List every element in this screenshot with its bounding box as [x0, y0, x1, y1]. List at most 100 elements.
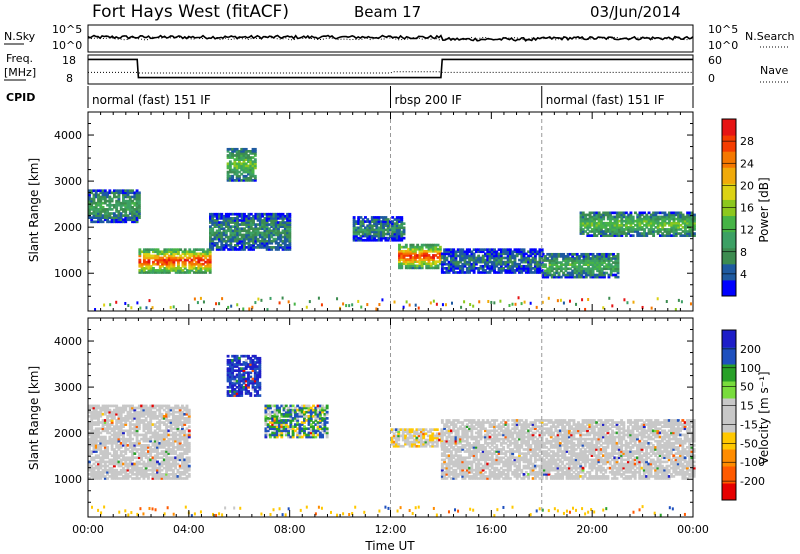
velocity-cell [268, 421, 272, 424]
velocity-cell [135, 439, 139, 443]
power-cell [568, 259, 572, 262]
power-cell [251, 156, 255, 159]
power-cell [550, 263, 554, 266]
velocity-cell [162, 435, 166, 439]
power-cell [244, 166, 248, 170]
power-cell [97, 189, 100, 193]
velocity-cell [169, 477, 173, 480]
velocity-cell [92, 437, 96, 441]
power-cell [154, 250, 158, 254]
power-cell [465, 262, 469, 266]
power-cell [596, 257, 600, 260]
power-cell [145, 260, 149, 264]
velocity-cell [90, 435, 94, 439]
power-cell [373, 222, 376, 225]
power-cell [575, 269, 579, 273]
power-cell [142, 250, 146, 254]
power-cell [382, 216, 386, 219]
velocity-cell [156, 417, 159, 420]
power-cell [670, 211, 674, 215]
power-cell [247, 164, 250, 168]
velocity-cell [253, 367, 257, 370]
power-cell [609, 221, 612, 225]
power-cell [504, 260, 508, 264]
power-cell [481, 271, 485, 274]
velocity-cell [300, 412, 304, 416]
power-cell [654, 219, 658, 223]
power-cell [620, 226, 624, 229]
power-cell [209, 237, 212, 241]
power-cell [124, 201, 128, 205]
power-cell [484, 271, 487, 274]
power-cell [261, 227, 265, 231]
power-cell [544, 273, 547, 277]
power-cell [499, 248, 503, 252]
power-cell [470, 264, 474, 268]
power-cell [661, 211, 665, 215]
power-colorbar-tick-label: 12 [740, 224, 754, 237]
power-cell [228, 174, 232, 178]
velocity-cell [298, 423, 302, 426]
velocity-cell [133, 423, 137, 426]
power-cell [402, 258, 406, 261]
power-cell [375, 238, 379, 242]
power-cell [529, 262, 533, 266]
velocity-cell [181, 406, 184, 410]
power-cell [377, 216, 381, 219]
power-cell [587, 267, 590, 271]
power-cell [600, 263, 604, 266]
velocity-cell [122, 456, 125, 460]
velocity-cell [97, 404, 100, 408]
power-cell [440, 256, 444, 260]
power-cell [683, 223, 687, 227]
power-cell [486, 254, 490, 258]
velocity-cell [149, 412, 153, 416]
power-cell [597, 230, 601, 233]
power-cell [368, 236, 372, 240]
power-cell [181, 260, 185, 264]
power-cell [240, 246, 244, 249]
power-cell [108, 201, 112, 205]
power-cell [103, 201, 107, 205]
velocity-cell [131, 450, 134, 453]
power-cell [252, 221, 255, 224]
velocity-cell [271, 425, 275, 429]
power-cell [586, 223, 590, 227]
velocity-cell [124, 439, 128, 443]
velocity-cell [110, 433, 114, 437]
velocity-cell [110, 473, 114, 476]
power-cell [683, 217, 687, 221]
power-cell [540, 250, 544, 254]
velocity-cell [149, 425, 153, 429]
velocity-cell [115, 406, 119, 410]
power-cell [515, 250, 519, 254]
power-cell [668, 213, 671, 217]
power-cell [423, 258, 426, 261]
velocity-cell [176, 437, 180, 441]
power-cell [420, 260, 424, 264]
power-cell [598, 259, 602, 262]
power-cell [398, 249, 401, 253]
power-cell [245, 233, 249, 237]
velocity-cell [90, 417, 94, 420]
power-cell [654, 221, 658, 225]
power-cell [231, 168, 235, 172]
power-cell [209, 241, 212, 245]
velocity-cell [140, 406, 144, 410]
power-cell [229, 217, 233, 220]
power-cell [693, 213, 696, 217]
power-cell [581, 230, 585, 233]
velocity-cell [131, 431, 134, 435]
power-cell [620, 211, 624, 215]
velocity-cell [273, 425, 277, 429]
power-cell [443, 254, 447, 258]
power-cell [283, 227, 287, 231]
power-cell [227, 227, 231, 231]
velocity-cell [264, 406, 268, 410]
power-cell [629, 215, 633, 219]
velocity-cell [231, 390, 235, 393]
power-cell [382, 234, 386, 238]
power-cell [277, 227, 280, 231]
velocity-cell [153, 414, 157, 418]
power-cell [242, 160, 246, 164]
